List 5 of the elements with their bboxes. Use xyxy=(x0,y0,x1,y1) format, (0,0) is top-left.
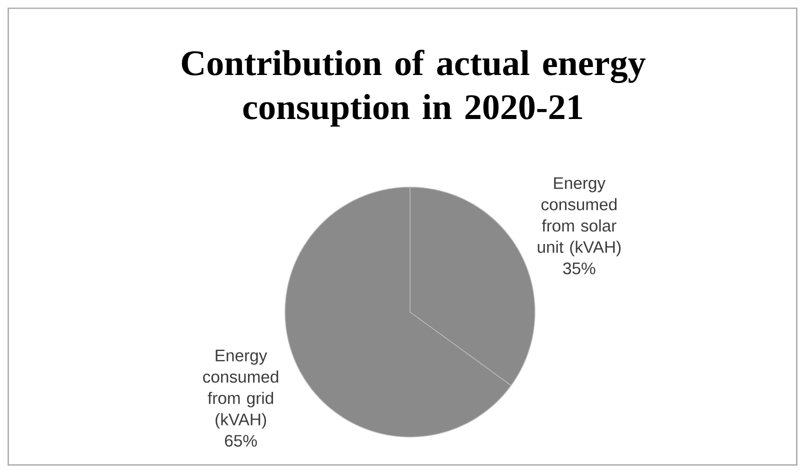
chart-title: Contribution of actual energy consuption in 2020-21 xyxy=(182,50,646,127)
data-label: 35% xyxy=(563,262,596,274)
slice-label: Energy consumed from solar unit (kVAH) xyxy=(538,177,621,256)
slice-label: Energy consumed from grid (kVAH) xyxy=(203,350,278,429)
data-label: 65% xyxy=(224,434,257,447)
